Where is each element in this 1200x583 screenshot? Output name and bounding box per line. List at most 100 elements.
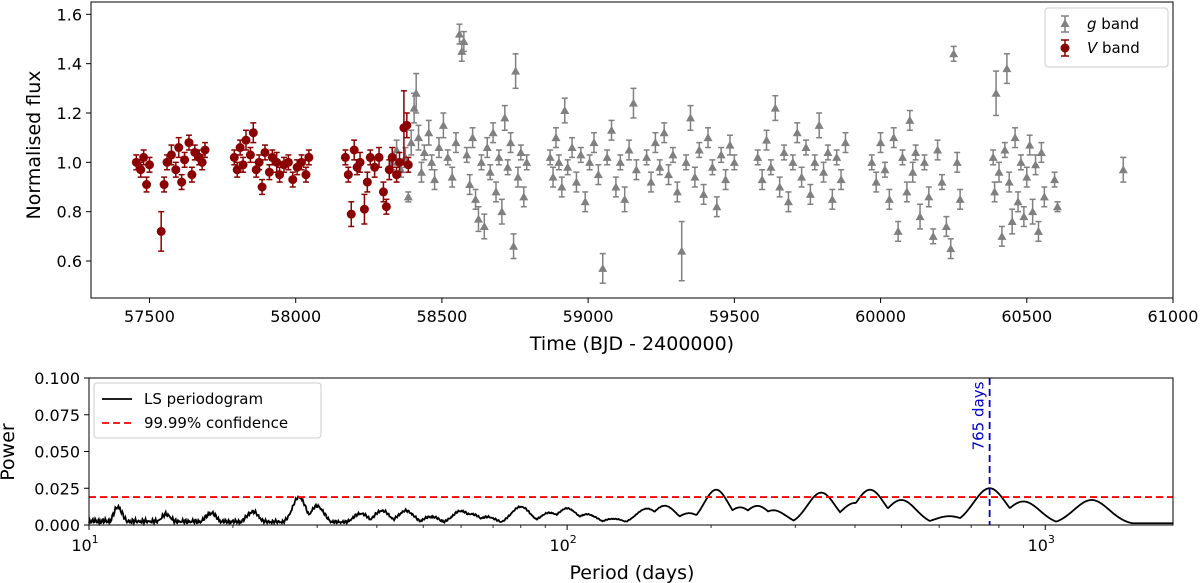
g-band-point bbox=[503, 159, 513, 176]
g-band-point bbox=[840, 131, 850, 154]
g-band-point bbox=[545, 149, 555, 166]
v-band-point bbox=[166, 144, 176, 166]
v-band-point bbox=[171, 161, 181, 178]
g-band-point bbox=[488, 122, 498, 144]
g-band-point bbox=[949, 45, 959, 62]
g-band-point bbox=[924, 186, 934, 208]
g-band-point bbox=[797, 166, 807, 188]
legend-g-band-marker bbox=[1060, 15, 1070, 33]
g-band-point bbox=[905, 109, 915, 132]
g-band-point bbox=[602, 149, 612, 166]
g-band-point bbox=[1050, 171, 1060, 188]
v-band-point bbox=[381, 198, 391, 215]
g-band-point bbox=[685, 104, 695, 132]
x-tick-label: 101 bbox=[71, 533, 98, 555]
g-band-point bbox=[642, 149, 652, 166]
g-band-point bbox=[1010, 127, 1020, 149]
g-band-point bbox=[519, 186, 529, 208]
g-band-point bbox=[783, 191, 793, 213]
periodogram-x-ticks: 101 102 103 bbox=[71, 525, 1055, 555]
v-band-point bbox=[349, 139, 359, 161]
g-band-point bbox=[419, 144, 429, 161]
periodogram-x-label: Period (days) bbox=[570, 562, 695, 583]
v-band-point bbox=[340, 149, 350, 166]
g-band-point bbox=[451, 131, 461, 154]
v-band-point bbox=[402, 112, 412, 139]
legend-ls-label: LS periodogram bbox=[144, 390, 263, 408]
y-tick-label: 1.6 bbox=[57, 5, 82, 24]
g-band-point bbox=[988, 149, 998, 166]
g-band-point bbox=[403, 191, 413, 203]
x-tick-base: 10 bbox=[549, 536, 569, 555]
g-band-point bbox=[485, 164, 495, 181]
y-tick-label: 0.050 bbox=[34, 443, 80, 462]
g-band-point bbox=[884, 188, 894, 210]
g-band-point bbox=[593, 164, 603, 186]
g-band-point bbox=[468, 127, 478, 149]
v-band-point bbox=[359, 193, 369, 225]
g-band-point bbox=[867, 154, 877, 171]
legend-v-band-text: band bbox=[1097, 39, 1140, 57]
legend-confidence-label: 99.99% confidence bbox=[144, 414, 288, 432]
v-band-point bbox=[346, 201, 356, 228]
g-band-point bbox=[707, 159, 717, 176]
legend-g-band-italic: g bbox=[1087, 15, 1097, 33]
g-band-point bbox=[409, 92, 419, 124]
g-band-point bbox=[694, 141, 704, 159]
v-band-point bbox=[184, 134, 194, 151]
ls-periodogram-line bbox=[88, 487, 1173, 527]
g-band-point bbox=[898, 149, 907, 166]
g-band-point bbox=[1039, 186, 1049, 208]
v-band-point bbox=[180, 151, 190, 169]
g-band-point bbox=[650, 131, 660, 154]
g-band-point bbox=[997, 225, 1007, 247]
g-band-point bbox=[1033, 220, 1043, 243]
g-band-point bbox=[607, 119, 617, 141]
g-band-point bbox=[779, 144, 789, 161]
g-band-point bbox=[933, 139, 943, 161]
g-band-point bbox=[548, 166, 558, 188]
g-band-point bbox=[703, 127, 713, 149]
g-band-point bbox=[479, 213, 489, 240]
legend-v-band-marker bbox=[1060, 39, 1070, 57]
v-band-point bbox=[142, 176, 152, 193]
g-band-point bbox=[792, 122, 802, 144]
g-band-point bbox=[1031, 154, 1041, 176]
g-band-point bbox=[414, 124, 424, 151]
g-band-point bbox=[1000, 141, 1010, 159]
y-tick-label: 0.025 bbox=[34, 479, 80, 498]
g-band-point bbox=[655, 159, 665, 176]
y-tick-label: 0.6 bbox=[57, 252, 82, 271]
g-band-point bbox=[522, 154, 532, 171]
v-band-point bbox=[288, 171, 298, 188]
g-band-point bbox=[908, 161, 918, 183]
g-band-point bbox=[919, 154, 929, 171]
g-band-point bbox=[476, 154, 486, 171]
y-tick-label: 0.100 bbox=[34, 369, 80, 388]
g-band-point bbox=[721, 168, 731, 191]
g-band-point bbox=[762, 129, 772, 151]
g-band-point bbox=[677, 220, 687, 282]
g-band-point bbox=[823, 144, 833, 161]
g-band-point bbox=[427, 154, 437, 171]
v-band-point bbox=[187, 166, 197, 183]
g-band-point bbox=[832, 149, 842, 166]
g-band-point bbox=[788, 154, 798, 171]
g-band-point bbox=[928, 228, 938, 245]
g-band-point bbox=[991, 70, 1001, 117]
g-band-point bbox=[611, 176, 621, 198]
g-band-point bbox=[506, 131, 516, 154]
v-band-point bbox=[159, 176, 169, 193]
g-band-point bbox=[1028, 198, 1038, 225]
g-band-point bbox=[814, 112, 824, 139]
v-band-point bbox=[283, 154, 293, 171]
light-curve-points bbox=[131, 23, 1128, 284]
v-band-point bbox=[374, 146, 384, 169]
g-band-point bbox=[434, 136, 444, 159]
g-band-point bbox=[819, 161, 829, 183]
legend-v-band-label: V band bbox=[1087, 39, 1140, 57]
light-curve-y-ticks: 0.6 0.8 1.0 1.2 1.4 1.6 bbox=[57, 5, 91, 271]
v-band-point bbox=[272, 151, 282, 173]
g-band-point bbox=[712, 196, 722, 218]
